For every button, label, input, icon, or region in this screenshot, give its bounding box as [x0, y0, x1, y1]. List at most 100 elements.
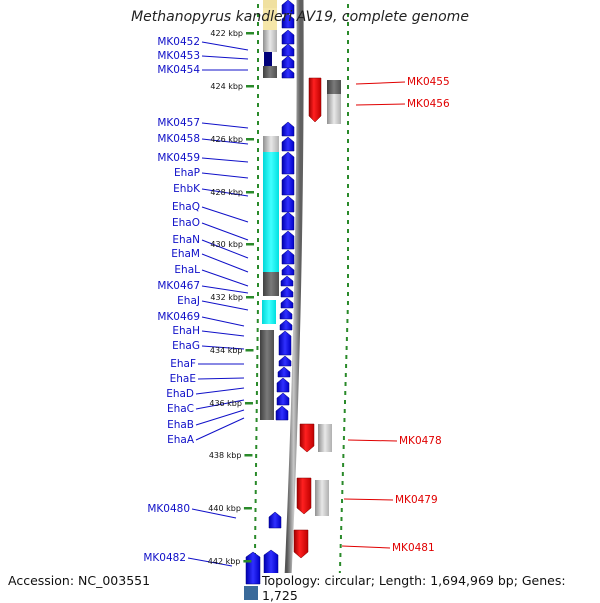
- tick-dot: [255, 427, 258, 431]
- tick-dot: [343, 427, 346, 431]
- leader-line: [355, 81, 406, 85]
- tick-dot: [347, 166, 349, 170]
- tick-dot: [340, 508, 343, 512]
- tick-dot: [347, 274, 349, 278]
- cds-forward-arrow: [281, 43, 295, 57]
- feature-box: [263, 30, 277, 44]
- leader-line: [201, 285, 249, 294]
- tick-dot: [257, 4, 259, 8]
- tick-dot: [347, 22, 349, 26]
- cds-forward-arrow: [281, 174, 295, 196]
- tick-dot: [342, 436, 345, 440]
- cds-forward-arrow: [281, 13, 295, 29]
- tick-dot: [256, 319, 259, 323]
- tick-dot: [257, 175, 259, 179]
- genome-backbone: [283, 0, 304, 600]
- tick-dot: [346, 310, 349, 314]
- gene-label-forward: EhaE: [170, 373, 196, 385]
- tick-dot: [256, 310, 259, 314]
- kbp-scale: 422 kbp 424 kbp 426 kbp 428 kbp 430 kbp 432 k…: [208, 29, 254, 566]
- feature-box: [263, 44, 277, 52]
- tick-dot: [254, 526, 257, 530]
- tick-dot: [257, 13, 259, 17]
- tick-dot: [255, 454, 258, 458]
- kbp-tick: [243, 560, 252, 563]
- tick-dot: [254, 544, 257, 548]
- tick-dot: [257, 31, 259, 35]
- tick-dot: [257, 184, 259, 188]
- feature-box: [260, 330, 274, 420]
- leader-line: [191, 508, 237, 519]
- tick-dot: [344, 382, 347, 386]
- tick-dot: [255, 418, 258, 422]
- gene-label-forward: MK0452: [157, 36, 200, 48]
- gene-label-forward: EhaO: [172, 217, 200, 229]
- tick-dot: [347, 202, 349, 206]
- cds-forward-arrow: [275, 405, 289, 421]
- tick-dot: [257, 49, 259, 53]
- kbp-label: 434 kbp: [210, 346, 243, 355]
- cds-reverse-arrow: [308, 77, 322, 123]
- tick-dot: [347, 265, 349, 269]
- tick-dot: [257, 238, 259, 242]
- tick-dot: [257, 103, 259, 107]
- tick-dot: [345, 346, 348, 350]
- tick-dot: [256, 382, 259, 386]
- tick-dot: [254, 472, 257, 476]
- cds-forward-arrow: [281, 55, 295, 69]
- cds-reverse-arrow: [299, 423, 315, 453]
- tick-dot: [257, 148, 259, 152]
- tick-dot: [347, 157, 349, 161]
- leader-line: [343, 498, 394, 501]
- leader-line: [201, 206, 249, 223]
- gene-label-forward: MK0482: [143, 552, 186, 564]
- tick-dot: [255, 445, 258, 449]
- tick-dot: [347, 139, 349, 143]
- tick-dot: [257, 256, 259, 260]
- cds-forward-arrow: [279, 308, 293, 320]
- kbp-tick: [245, 349, 254, 352]
- gene-label-reverse: MK0456: [407, 98, 450, 110]
- tick-dot: [347, 220, 349, 224]
- gene-label-forward: EhaF: [170, 358, 196, 370]
- gene-label-forward: MK0459: [157, 152, 200, 164]
- kbp-label: 442 kbp: [208, 557, 241, 566]
- leader-line: [201, 41, 249, 51]
- cds-forward-arrow: [281, 121, 295, 137]
- tick-dot: [347, 247, 349, 251]
- gene-label-forward: EhaM: [171, 248, 200, 260]
- gene-label-forward: MK0467: [157, 280, 200, 292]
- cds-forward-arrow: [280, 275, 294, 287]
- leader-line: [195, 387, 245, 395]
- feature-box: [327, 80, 341, 94]
- tick-dot: [339, 562, 342, 566]
- tick-dot: [347, 238, 349, 242]
- feature-box: [263, 136, 279, 152]
- tick-dot: [339, 553, 342, 557]
- leader-line: [201, 122, 249, 129]
- leader-line: [201, 253, 249, 273]
- tick-dot: [257, 76, 259, 80]
- feature-box: [318, 424, 332, 452]
- tick-dot: [257, 220, 259, 224]
- gene-label-forward: EhaQ: [172, 201, 200, 213]
- leader-line: [201, 239, 249, 259]
- tick-dot: [343, 409, 346, 413]
- kbp-tick: [246, 243, 254, 246]
- gene-label-forward: MK0480: [147, 503, 190, 515]
- tick-dot: [255, 409, 258, 413]
- tick-dot: [257, 166, 259, 170]
- kbp-tick: [246, 191, 254, 194]
- kbp-tick: [246, 138, 254, 141]
- tick-dot: [347, 148, 349, 152]
- gene-label-forward: EhaB: [167, 419, 194, 431]
- feature-box: [262, 300, 276, 324]
- tick-dot: [347, 85, 349, 89]
- leader-line: [187, 557, 233, 567]
- cds-forward-arrow: [281, 264, 295, 276]
- cds-forward-arrow: [245, 551, 261, 585]
- tick-dot: [347, 184, 349, 188]
- tick-dot: [256, 346, 259, 350]
- tick-dot: [256, 364, 259, 368]
- gene-label-forward: MK0454: [157, 64, 200, 76]
